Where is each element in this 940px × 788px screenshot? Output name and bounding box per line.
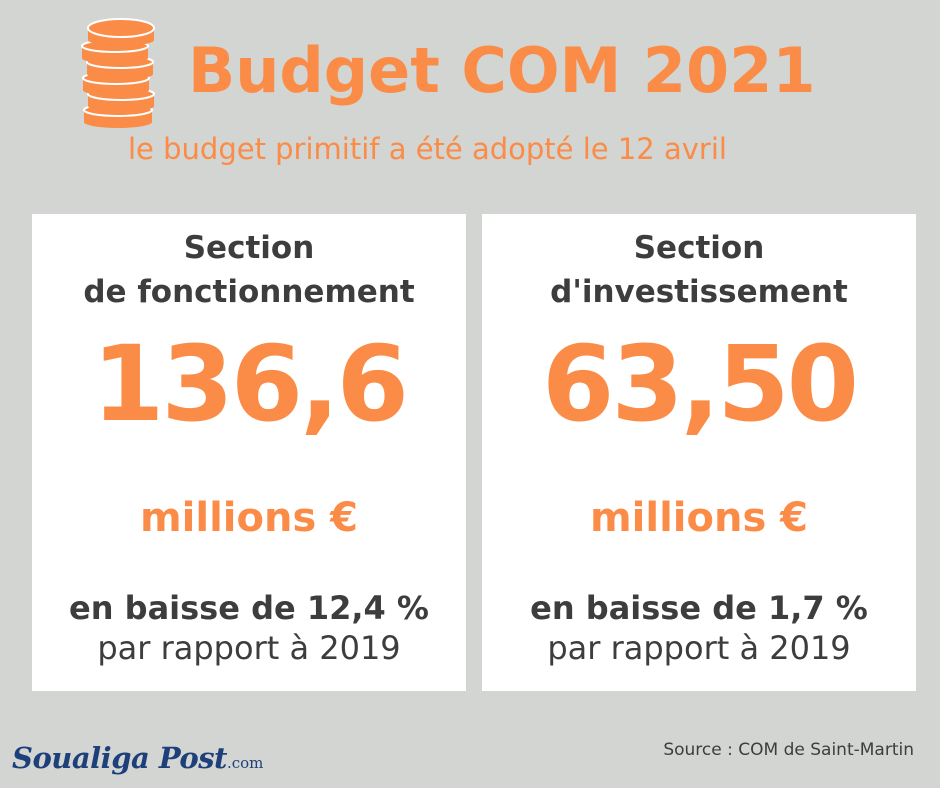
logo-domain: .com	[226, 754, 264, 772]
coin-bottom-base	[84, 116, 152, 128]
card-comparison: par rapport à 2019	[547, 629, 851, 667]
card-heading: Section d'investissement	[482, 226, 916, 314]
card-unit: millions €	[139, 495, 359, 541]
card-unit: millions €	[589, 495, 809, 541]
card-change: en baisse de 12,4 %	[69, 589, 429, 627]
page-subtitle: le budget primitif a été adopté le 12 av…	[128, 132, 727, 166]
investment-section-card: Section d'investissement 63,50 millions …	[482, 214, 916, 691]
card-change: en baisse de 1,7 %	[530, 589, 868, 627]
coin-stack-icon	[81, 18, 155, 128]
logo-name: Soualiga Post	[12, 741, 227, 775]
card-heading-line1: Section	[633, 230, 765, 266]
card-heading-line1: Section	[183, 230, 315, 266]
card-comparison: par rapport à 2019	[97, 629, 401, 667]
card-heading: Section de fonctionnement	[32, 226, 466, 314]
page-title: Budget COM 2021	[188, 34, 816, 107]
card-value: 136,6	[92, 323, 409, 445]
card-value: 63,50	[542, 323, 859, 445]
source-note: Source : COM de Saint-Martin	[663, 740, 914, 760]
operating-section-card: Section de fonctionnement 136,6 millions…	[32, 214, 466, 691]
soualiga-post-logo: Soualiga Post.com	[12, 736, 263, 780]
card-heading-line2: d'investissement	[550, 274, 848, 310]
card-heading-line2: de fonctionnement	[83, 274, 415, 310]
